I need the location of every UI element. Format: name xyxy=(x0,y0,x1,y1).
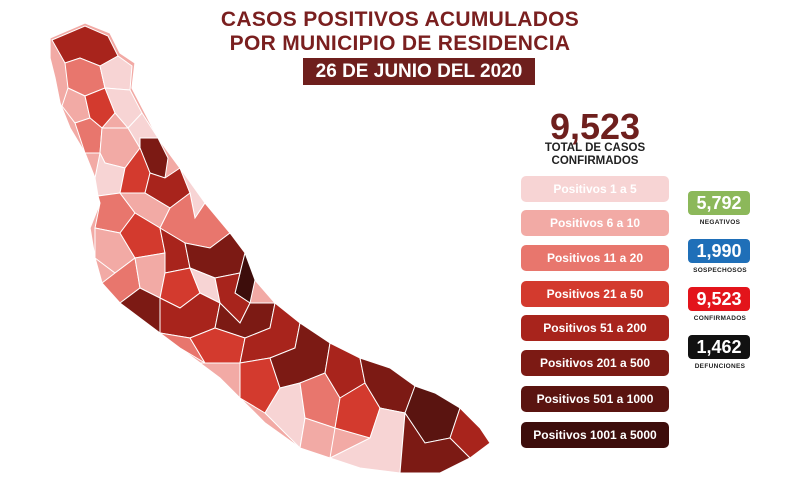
total-confirmed-value: 9,523 xyxy=(549,106,641,147)
title-line-2: POR MUNICIPIO DE RESIDENCIA xyxy=(229,32,571,55)
total-confirmed-label: TOTAL DE CASOS CONFIRMADOS xyxy=(544,142,646,167)
legend-item-11-20: Positivos 11 a 20 xyxy=(521,245,669,271)
veracruz-municipality-map xyxy=(49,22,491,474)
suspects-value: 1,990 xyxy=(688,239,750,263)
suspects-label: SOSPECHOSOS xyxy=(693,267,747,274)
legend-item-51-200: Positivos 51 a 200 xyxy=(521,315,669,341)
confirmed-value: 9,523 xyxy=(688,287,750,311)
confirmed-label: CONFIRMADOS xyxy=(693,315,747,322)
legend-item-1001-5000: Positivos 1001 a 5000 xyxy=(521,422,669,448)
legend-item-501-1000: Positivos 501 a 1000 xyxy=(521,386,669,412)
region-north-3 xyxy=(99,55,133,91)
legend-item-1-5: Positivos 1 a 5 xyxy=(521,176,669,202)
region-north-5 xyxy=(84,87,116,129)
deaths-value: 1,462 xyxy=(688,335,750,359)
region-south-16 xyxy=(399,411,471,474)
legend-item-201-500: Positivos 201 a 500 xyxy=(521,350,669,376)
deaths-label: DEFUNCIONES xyxy=(694,363,746,370)
legend-item-21-50: Positivos 21 a 50 xyxy=(521,281,669,307)
legend-item-6-10: Positivos 6 a 10 xyxy=(521,210,669,236)
map-title: CASOS POSITIVOS ACUMULADOS POR MUNICIPIO… xyxy=(0,8,800,56)
negatives-label: NEGATIVOS xyxy=(699,219,741,226)
region-south-15 xyxy=(449,407,491,459)
title-line-1: CASOS POSITIVOS ACUMULADOS xyxy=(220,8,580,31)
negatives-value: 5,792 xyxy=(688,191,750,215)
date-banner: 26 DE JUNIO DEL 2020 xyxy=(303,58,535,85)
